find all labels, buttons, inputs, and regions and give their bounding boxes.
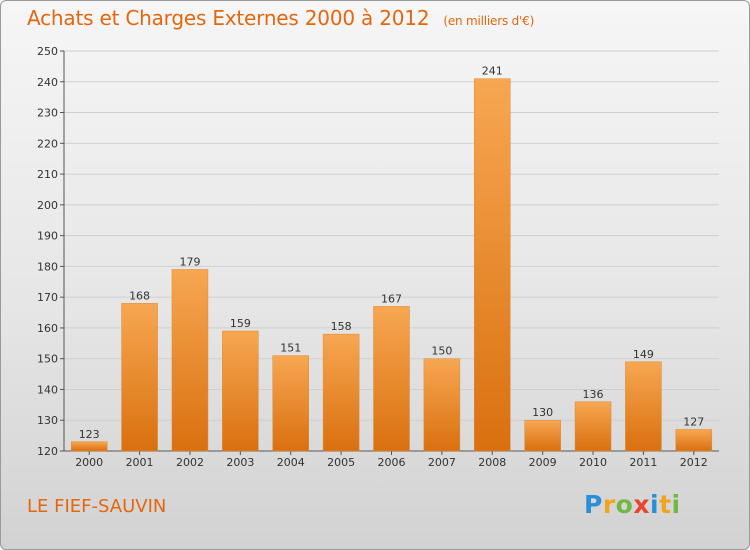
value-label: 168	[129, 289, 150, 302]
logo-letter: i	[671, 490, 681, 519]
chart-unit: (en milliers d'€)	[443, 14, 535, 28]
bar-2009	[524, 419, 561, 452]
x-tick-label: 2001	[126, 456, 154, 469]
y-tick-label: 160	[37, 322, 58, 335]
x-tick-label: 2008	[478, 456, 506, 469]
y-tick-label: 200	[37, 199, 58, 212]
bar-2010	[574, 401, 612, 452]
x-tick-label: 2000	[75, 456, 103, 469]
value-label: 130	[532, 406, 553, 419]
value-label: 167	[381, 292, 402, 305]
x-tick-label: 2003	[226, 456, 254, 469]
commune-name: LE FIEF-SAUVIN	[27, 496, 167, 517]
bar-2001	[121, 303, 158, 452]
y-tick-label: 130	[37, 414, 58, 427]
logo-letter: x	[633, 490, 650, 519]
value-label: 127	[683, 415, 704, 428]
y-tick-label: 140	[37, 383, 58, 396]
bar-2000	[70, 441, 108, 452]
logo-letter: i	[650, 490, 660, 519]
y-tick-label: 250	[37, 45, 58, 58]
y-tick-label: 240	[37, 76, 58, 89]
x-tick-label: 2004	[277, 456, 305, 469]
y-tick-label: 230	[37, 107, 58, 120]
logo-letter: P	[584, 490, 603, 519]
bar-2003	[222, 330, 259, 452]
y-tick-label: 150	[37, 353, 58, 366]
bar-2002	[171, 269, 209, 452]
y-tick-labels: 120 130 140 150 160 170 180 190 200 210 220 230 240 2…	[37, 45, 58, 458]
value-labels: 123 168 179 159 151 158 167 150 241 130 136 149 127	[79, 65, 705, 441]
bar-2008	[474, 78, 511, 452]
value-label: 151	[280, 342, 301, 355]
y-tick-label: 210	[37, 168, 58, 181]
bar-2007	[423, 358, 461, 452]
bars	[70, 78, 713, 452]
bar-2004	[272, 355, 309, 452]
y-tick-label: 170	[37, 291, 58, 304]
chart-title: Achats et Charges Externes 2000 à 2012 (e…	[27, 6, 534, 30]
logo-letter: t	[659, 490, 672, 519]
y-tick-label: 220	[37, 137, 58, 150]
proxiti-logo: Proxiti	[584, 490, 681, 519]
x-tick-labels: 2000 2001 2002 2003 2004 2005 2006 2007 2008 2009…	[75, 456, 708, 469]
x-tick-label: 2005	[327, 456, 355, 469]
value-label: 158	[331, 320, 352, 333]
value-label: 149	[633, 348, 654, 361]
y-tick-label: 120	[37, 445, 58, 458]
logo-letter: r	[602, 490, 616, 519]
value-label: 241	[482, 65, 503, 78]
y-tick-label: 190	[37, 230, 58, 243]
value-label: 179	[179, 255, 200, 268]
x-tick-label: 2007	[428, 456, 456, 469]
x-tick-label: 2002	[176, 456, 204, 469]
x-tick-label: 2011	[629, 456, 657, 469]
bar-2006	[373, 306, 410, 452]
x-tick-label: 2010	[579, 456, 607, 469]
x-tick-label: 2006	[378, 456, 406, 469]
value-label: 136	[583, 388, 604, 401]
logo-letter: o	[615, 490, 634, 519]
bar-2011	[625, 361, 662, 452]
x-tick-label: 2012	[680, 456, 708, 469]
value-label: 159	[230, 317, 251, 330]
y-tick-label: 180	[37, 260, 58, 273]
bar-2012	[675, 429, 713, 452]
chart-title-text: Achats et Charges Externes 2000 à 2012	[27, 6, 430, 30]
bar-2005	[322, 333, 360, 452]
x-tick-label: 2009	[529, 456, 557, 469]
value-label: 123	[79, 428, 100, 441]
value-label: 150	[431, 345, 452, 358]
